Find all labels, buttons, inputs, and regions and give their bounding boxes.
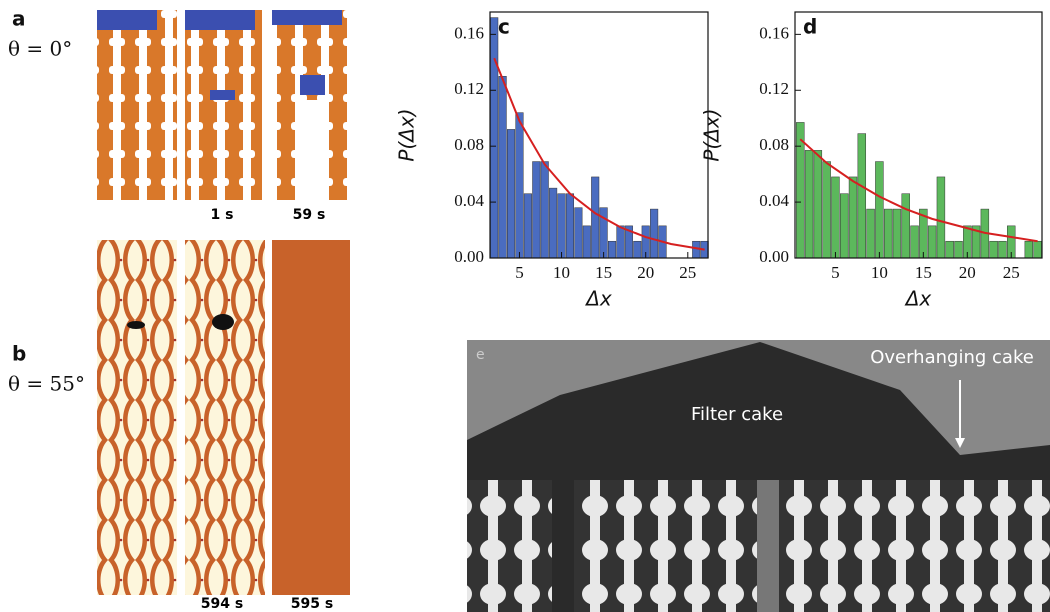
bar <box>540 161 549 259</box>
bar <box>574 207 583 259</box>
x-tick-label: 5 <box>831 263 840 282</box>
y-tick-label: 0.04 <box>759 191 789 210</box>
bar <box>901 193 910 259</box>
bar <box>565 193 574 259</box>
bar <box>1024 240 1034 259</box>
y-tick-label: 0.16 <box>454 23 484 42</box>
bar <box>989 240 998 259</box>
panel-label: a <box>12 7 26 31</box>
annotation: Overhanging cake <box>870 347 1034 368</box>
panel-a-images <box>97 10 347 200</box>
bar <box>883 208 893 259</box>
panel-label: b <box>12 342 26 366</box>
panel-label: e <box>476 347 485 363</box>
bar <box>892 208 902 259</box>
fit-curve <box>799 138 1038 243</box>
bar <box>608 240 617 259</box>
bar <box>813 150 823 259</box>
bar <box>804 150 814 259</box>
y-axis-label: P(Δx) <box>395 108 419 161</box>
y-tick-label: 0.04 <box>454 191 484 210</box>
bar <box>875 161 884 259</box>
y-tick-label: 0.12 <box>759 79 789 98</box>
bar <box>498 76 507 259</box>
bar <box>927 225 937 259</box>
x-tick-label: 15 <box>915 263 932 282</box>
time-label: 1 s <box>211 207 234 223</box>
bar <box>582 225 591 259</box>
y-tick-label: 0.16 <box>759 23 789 42</box>
x-axis-label: Δx <box>584 287 612 311</box>
bar <box>557 193 566 259</box>
y-tick-label: 0.08 <box>759 135 789 154</box>
plot-frame <box>489 11 709 259</box>
bar <box>633 240 642 259</box>
bar <box>910 225 919 259</box>
time-label: 594 s <box>201 596 243 612</box>
bar <box>822 161 831 259</box>
angle-label: θ = 55° <box>8 372 85 396</box>
bar <box>831 176 840 259</box>
y-tick-label: 0.08 <box>454 135 484 154</box>
y-tick-label: 0.00 <box>759 247 789 266</box>
bar <box>954 240 963 259</box>
y-axis-label: P(Δx) <box>700 108 724 161</box>
time-label: 59 s <box>293 207 326 223</box>
x-tick-label: 25 <box>1003 263 1020 282</box>
bar <box>490 17 499 259</box>
x-axis-label: Δx <box>904 287 932 311</box>
angle-label: θ = 0° <box>8 37 72 61</box>
x-tick-label: 20 <box>959 263 976 282</box>
bar <box>532 161 541 259</box>
x-tick-label: 10 <box>553 263 570 282</box>
annotation: Filter cake <box>691 404 783 425</box>
bar <box>507 129 516 259</box>
bar <box>549 187 558 259</box>
bar <box>599 207 608 259</box>
bar <box>523 193 532 259</box>
bar <box>1033 240 1042 259</box>
time-label: 595 s <box>291 596 333 612</box>
bar <box>515 112 524 259</box>
bar <box>998 240 1007 259</box>
x-tick-label: 5 <box>515 263 524 282</box>
bar <box>848 176 858 259</box>
panel-e-image <box>467 340 1050 612</box>
y-tick-label: 0.00 <box>454 247 484 266</box>
bar <box>650 208 659 259</box>
plot-frame <box>794 11 1043 259</box>
bar <box>936 176 946 259</box>
panel-label: c <box>498 15 510 39</box>
x-tick-label: 20 <box>637 263 654 282</box>
bar <box>945 240 954 259</box>
bar <box>857 133 867 259</box>
bar <box>840 193 849 259</box>
panel-b-images <box>97 240 350 595</box>
panel-label: d <box>803 15 817 39</box>
x-tick-label: 15 <box>595 263 612 282</box>
y-tick-label: 0.12 <box>454 79 484 98</box>
x-tick-label: 25 <box>679 263 696 282</box>
bar <box>591 176 600 259</box>
bar <box>866 208 875 259</box>
fit-curve <box>493 57 705 251</box>
bar <box>616 225 625 259</box>
x-tick-label: 10 <box>871 263 888 282</box>
